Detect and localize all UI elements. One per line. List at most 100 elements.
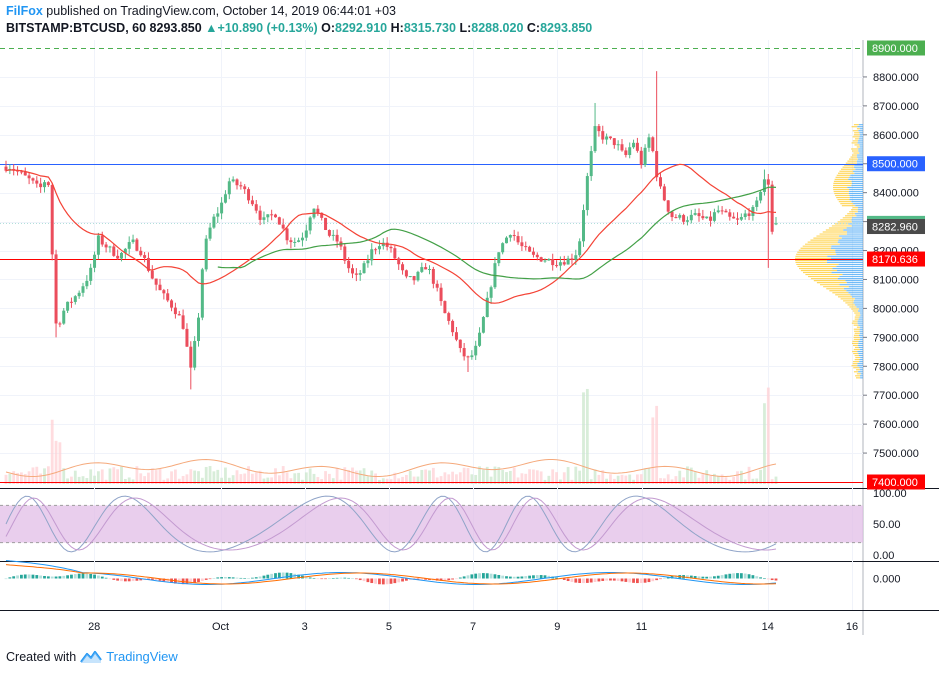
- macd-histogram-bar: [766, 578, 770, 580]
- volume-bar: [424, 469, 428, 484]
- candle-body: [589, 151, 593, 177]
- volume-bar: [339, 479, 343, 484]
- candle-body: [570, 258, 574, 260]
- candle-body: [497, 252, 501, 264]
- tradingview-brand[interactable]: TradingView: [106, 649, 178, 664]
- macd-histogram-bar: [408, 578, 412, 581]
- volume-bar: [705, 470, 709, 484]
- volume-bar: [320, 479, 324, 484]
- volume-bar: [535, 470, 539, 484]
- volume-bar: [551, 469, 555, 484]
- close-value: 8293.850: [540, 21, 593, 35]
- price-labels: 8900.0008500.0008293.8508282.9608170.636…: [867, 40, 925, 490]
- created-with-text: Created with: [6, 649, 77, 664]
- macd-histogram-bar: [601, 578, 605, 581]
- candle-body: [759, 191, 763, 201]
- volume-bar: [412, 476, 416, 484]
- macd-histogram-bar: [701, 576, 705, 579]
- time-axis[interactable]: 2628Oct3579111416: [0, 621, 858, 633]
- macd-histogram-bar: [235, 577, 239, 579]
- volume-bar: [728, 479, 732, 484]
- candle-body: [551, 259, 555, 266]
- open-label: O:: [321, 21, 335, 35]
- candle-body: [578, 241, 582, 256]
- stoch-k-line: [5, 495, 777, 553]
- candle-body: [185, 328, 189, 347]
- candle-body: [651, 137, 655, 152]
- volume-bar: [85, 478, 89, 484]
- price-tick-label: 7500.000: [873, 448, 919, 460]
- candle-body: [223, 194, 227, 203]
- footer: Created with TradingView: [6, 649, 178, 664]
- candle-body: [678, 215, 682, 218]
- volume-bar: [285, 472, 289, 484]
- macd-histogram-bar: [285, 572, 289, 579]
- macd-histogram-bar: [528, 575, 531, 579]
- volume-bar: [493, 466, 497, 484]
- volume-bar: [378, 479, 381, 484]
- candle-body: [304, 230, 308, 238]
- volume-bar: [212, 471, 216, 484]
- macd-histogram-bar: [547, 575, 551, 579]
- volume-bar: [489, 476, 493, 484]
- time-tick-label: 14: [762, 621, 774, 633]
- macd-histogram-bar: [358, 578, 362, 581]
- candle-body: [709, 216, 713, 221]
- volume-bar: [547, 475, 551, 484]
- macd-histogram-bar: [127, 578, 131, 582]
- macd-histogram-bar: [227, 577, 231, 579]
- candle-body: [366, 260, 370, 264]
- volume-bars: [4, 387, 778, 484]
- volume-bar: [678, 470, 682, 484]
- macd-histogram-bar: [39, 575, 43, 579]
- candle-body: [724, 210, 728, 213]
- candle-body: [443, 301, 447, 314]
- volume-profile: [795, 124, 863, 379]
- chart-canvas[interactable]: 8800.000 8700.000 8600.000 8500.000 8400.000…: [0, 40, 939, 640]
- volume-bar: [77, 476, 81, 484]
- volume-bar: [177, 478, 181, 484]
- candle-body: [520, 242, 524, 247]
- candle-body: [535, 254, 539, 258]
- candle-body: [93, 254, 97, 268]
- volume-bar: [216, 469, 220, 484]
- volume-bar: [143, 476, 146, 484]
- candle-body: [100, 235, 104, 245]
- macd-histogram-bar: [716, 575, 720, 579]
- volume-bar: [447, 474, 451, 484]
- candle-body: [96, 235, 100, 255]
- sma-green-line: [217, 186, 777, 280]
- macd-histogram-bar: [770, 578, 774, 581]
- macd-histogram-bar: [262, 575, 266, 579]
- macd-histogram-bar: [612, 578, 616, 581]
- candle-body: [743, 213, 747, 218]
- candle-body: [50, 185, 54, 255]
- volume-bar: [724, 477, 728, 484]
- candle-body: [35, 180, 39, 184]
- sma-red-line: [5, 163, 777, 304]
- macd-histogram-bar: [189, 578, 193, 584]
- price-change: +10.890 (+0.13%): [217, 21, 318, 35]
- symbol-label[interactable]: BITSTAMP:BTCUSD, 60: [6, 21, 147, 35]
- macd-histogram-bar: [736, 573, 739, 579]
- volume-bar: [4, 474, 8, 484]
- volume-bar: [393, 472, 397, 484]
- macd-histogram-bar: [516, 576, 520, 579]
- volume-bar: [166, 478, 170, 484]
- volume-bar: [528, 469, 531, 484]
- macd-histogram-bar: [266, 574, 270, 579]
- time-tick-label: 7: [470, 621, 476, 633]
- candle-body: [62, 310, 66, 324]
- time-tick-label: 28: [88, 621, 100, 633]
- price-tick-label: 8800.000: [873, 72, 919, 84]
- candle-body: [562, 262, 566, 265]
- macd-histogram-bar: [66, 575, 69, 579]
- candle-body: [762, 179, 766, 192]
- volume-bar: [170, 471, 173, 484]
- volume-bar: [139, 473, 143, 484]
- macd-histogram-bar: [689, 575, 693, 579]
- volume-bar: [686, 466, 689, 484]
- candle-body: [389, 246, 393, 249]
- volume-bar: [774, 476, 778, 484]
- author-name[interactable]: FilFox: [6, 4, 43, 18]
